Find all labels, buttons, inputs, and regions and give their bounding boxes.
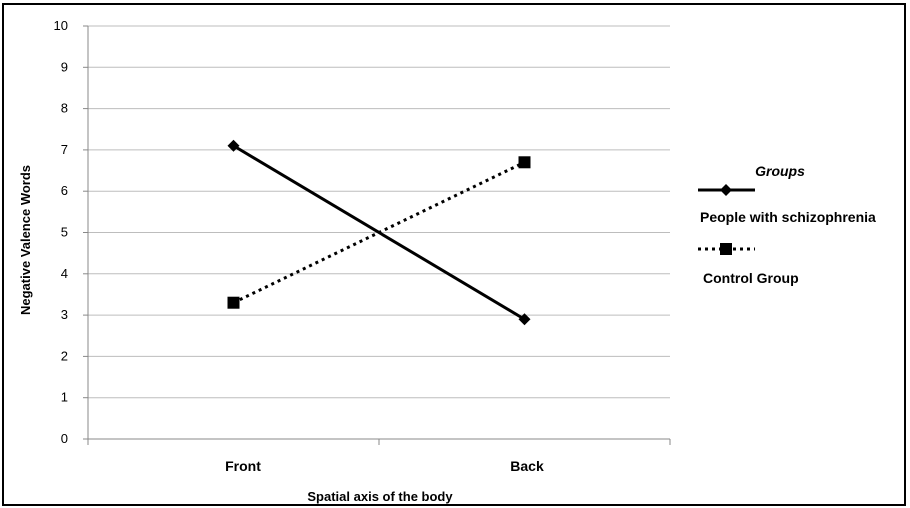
y-tick-label-6: 6 (61, 183, 68, 198)
legend-title: Groups (755, 163, 805, 179)
x-axis-title: Spatial axis of the body (307, 489, 453, 504)
series-layer (227, 139, 531, 326)
y-tick-label-2: 2 (61, 348, 68, 363)
legend-swatches (698, 184, 755, 255)
series-1 (227, 156, 531, 309)
series-line-1 (232, 160, 526, 305)
y-tick-label-7: 7 (61, 142, 68, 157)
data-point-0-1 (518, 313, 531, 326)
legend: Groups People with schizophrenia Control… (698, 163, 876, 286)
y-tick-label-0: 0 (61, 431, 68, 446)
data-point-1-1 (518, 156, 531, 169)
x-category-front: Front (225, 458, 261, 474)
legend-marker-0 (720, 184, 732, 196)
y-tick-label-8: 8 (61, 101, 68, 116)
legend-marker-1 (720, 243, 732, 255)
y-tick-labels: 0 1 2 3 4 5 6 7 8 9 10 (54, 18, 68, 446)
y-tick-label-5: 5 (61, 225, 68, 240)
legend-label-control: Control Group (703, 270, 799, 286)
x-category-back: Back (510, 458, 544, 474)
x-axis-ticks (87, 439, 671, 445)
data-point-1-0 (227, 296, 240, 309)
y-tick-label-4: 4 (61, 266, 68, 281)
data-point-0-0 (227, 139, 240, 152)
y-tick-label-9: 9 (61, 59, 68, 74)
legend-label-schizophrenia: People with schizophrenia (700, 209, 876, 225)
y-tick-label-3: 3 (61, 307, 68, 322)
y-tick-label-10: 10 (54, 18, 68, 33)
y-tick-label-1: 1 (61, 390, 68, 405)
chart-frame (2, 3, 906, 506)
y-axis-title: Negative Valence Words (18, 165, 33, 315)
